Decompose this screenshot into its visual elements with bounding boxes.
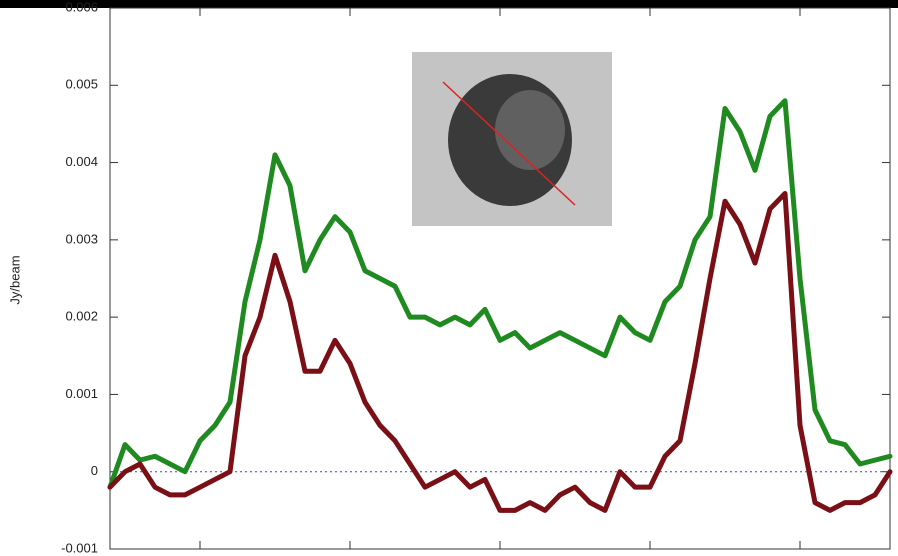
y-axis-label: Jy/beam <box>7 255 22 304</box>
y-tick-label: 0.006 <box>65 0 98 14</box>
y-tick-label: -0.001 <box>61 540 98 555</box>
y-tick-label: 0.002 <box>65 309 98 324</box>
page: {"chart_data": {"type": "line", "y_label… <box>0 0 898 556</box>
inset-remnant-core <box>495 90 565 170</box>
inset-image <box>412 52 612 226</box>
y-tick-label: 0.001 <box>65 386 98 401</box>
y-tick-label: 0.004 <box>65 154 98 169</box>
chart: Jy/beam -0.001 0 0.001 0.002 0.003 0.004 0.005… <box>0 0 898 556</box>
y-tick-label: 0.005 <box>65 77 98 92</box>
y-tick-label: 0.003 <box>65 231 98 246</box>
y-tick-label: 0 <box>91 463 98 478</box>
